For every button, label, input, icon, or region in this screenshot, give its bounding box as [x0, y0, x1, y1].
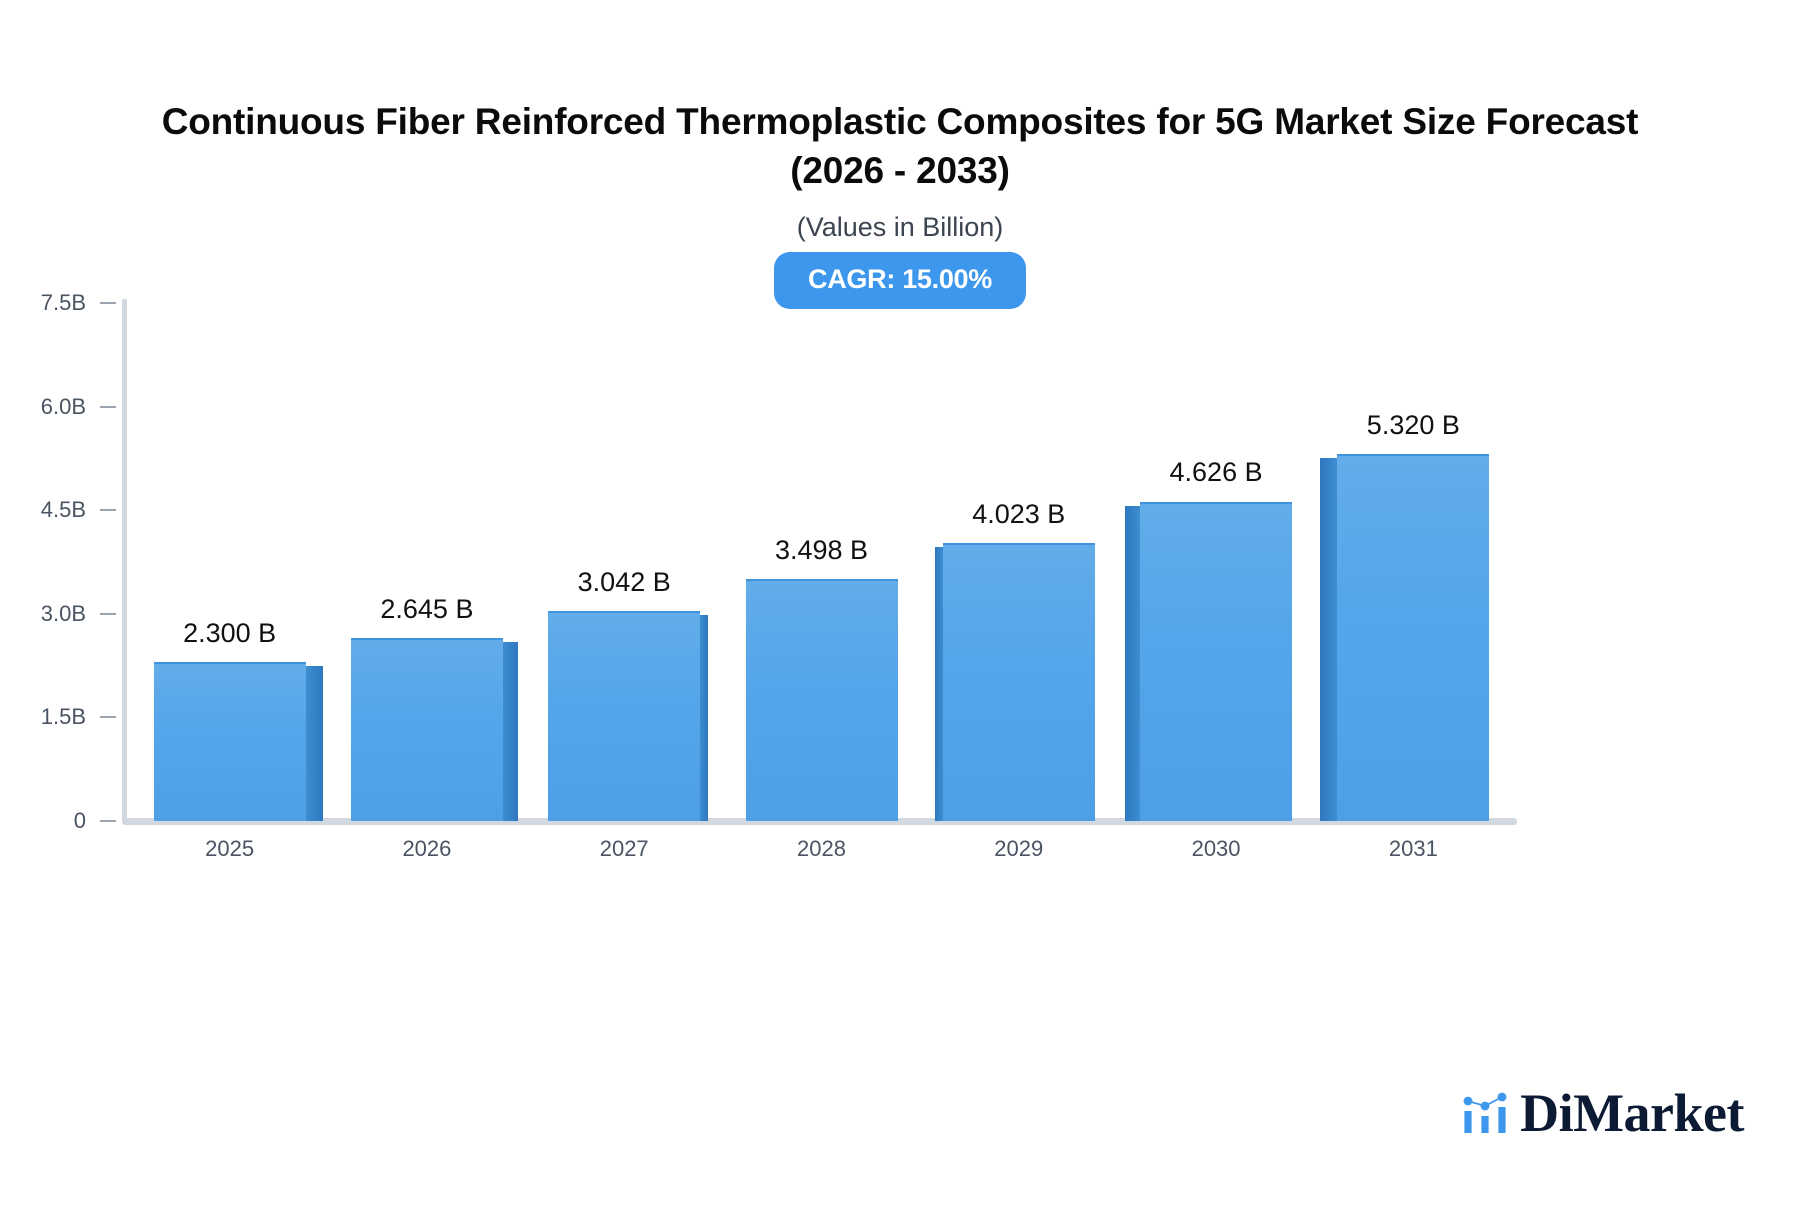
y-tick-mark: [100, 612, 116, 615]
bar-2027[interactable]: [548, 610, 709, 821]
bar-2030[interactable]: [1125, 501, 1293, 821]
bar-side-face: [1320, 457, 1338, 821]
y-tick-label: 0: [0, 808, 116, 833]
y-tick-text: 4.5B: [40, 497, 86, 523]
bar-value-label: 4.023 B: [972, 499, 1066, 530]
bar-value-label: 2.645 B: [380, 594, 474, 625]
bar-2026[interactable]: [350, 638, 518, 821]
bar-face: [350, 638, 503, 821]
x-tick-label: 2031: [1388, 836, 1438, 861]
bar-side-face: [502, 642, 518, 821]
bar-face: [1337, 453, 1490, 821]
bar-2028[interactable]: [745, 579, 898, 821]
brand-logo: DiMarket: [1462, 1086, 1744, 1140]
bar-side-face: [934, 547, 943, 821]
y-tick-text: 0: [73, 808, 86, 833]
x-tick-label: 2026: [402, 836, 452, 861]
bar-2031[interactable]: [1320, 453, 1490, 821]
y-tick-mark: [100, 405, 116, 408]
chart-subtitle: (Values in Billion): [796, 211, 1004, 242]
y-tick-text: 1.5B: [40, 704, 86, 730]
bar-value-label: 3.498 B: [774, 535, 869, 566]
y-tick-label: 1.5B: [0, 704, 116, 730]
x-tick-label: 2027: [599, 836, 649, 861]
y-tick-mark: [100, 509, 116, 512]
bar-side-face: [305, 666, 323, 821]
bar-face: [942, 543, 1095, 821]
y-axis-line: [122, 299, 127, 821]
bar-face: [153, 662, 306, 821]
bar-side-face: [700, 614, 709, 821]
y-tick-label: 4.5B: [0, 497, 116, 523]
bar-face: [548, 610, 701, 821]
y-tick-label: 6.0B: [0, 393, 116, 419]
y-tick-text: 3.0B: [40, 600, 86, 626]
page-title: Continuous Fiber Reinforced Thermoplasti…: [161, 101, 1639, 191]
x-axis-line: [122, 818, 1517, 825]
y-tick-mark: [100, 820, 116, 822]
bar-value-label: 5.320 B: [1366, 409, 1460, 440]
x-tick-label: 2028: [797, 836, 846, 861]
bar-side-face: [1125, 505, 1141, 821]
bar-face: [1140, 501, 1293, 821]
bar-value-label: 4.626 B: [1169, 457, 1263, 488]
y-tick-label: 7.5B: [0, 290, 116, 315]
bar-2029[interactable]: [934, 543, 1095, 821]
y-tick-text: 7.5B: [40, 290, 86, 315]
x-tick-label: 2029: [994, 836, 1044, 861]
y-tick-mark: [100, 302, 116, 304]
bar-value-label: 2.300 B: [183, 618, 277, 649]
bar-value-label: 3.042 B: [577, 566, 671, 597]
x-tick-label: 2030: [1191, 836, 1241, 861]
cagr-badge: CAGR: 15.00%: [774, 252, 1026, 309]
y-tick-mark: [100, 716, 116, 719]
bar-chart-logo-icon: [1463, 1092, 1507, 1133]
bar-face: [745, 579, 898, 821]
bar-2025[interactable]: [153, 662, 323, 821]
y-tick-label: 3.0B: [0, 600, 116, 626]
chart-header: Continuous Fiber Reinforced Thermoplasti…: [0, 0, 1800, 309]
y-tick-text: 6.0B: [40, 393, 86, 419]
x-tick-label: 2025: [205, 836, 255, 861]
logo-text: DiMarket: [1520, 1083, 1744, 1143]
cagr-badge-wrap: CAGR: 15.00%: [0, 252, 1800, 309]
